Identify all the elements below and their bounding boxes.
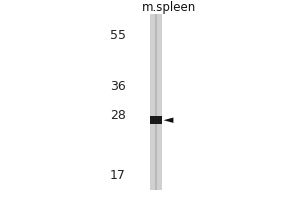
Polygon shape bbox=[164, 118, 173, 123]
Bar bbox=[155, 14, 157, 190]
Bar bbox=[150, 116, 162, 124]
Text: 17: 17 bbox=[110, 169, 126, 182]
Text: m.spleen: m.spleen bbox=[142, 1, 196, 15]
Text: 28: 28 bbox=[110, 109, 126, 122]
Bar bbox=[150, 14, 162, 190]
Text: 55: 55 bbox=[110, 29, 126, 42]
Text: 36: 36 bbox=[110, 80, 126, 93]
